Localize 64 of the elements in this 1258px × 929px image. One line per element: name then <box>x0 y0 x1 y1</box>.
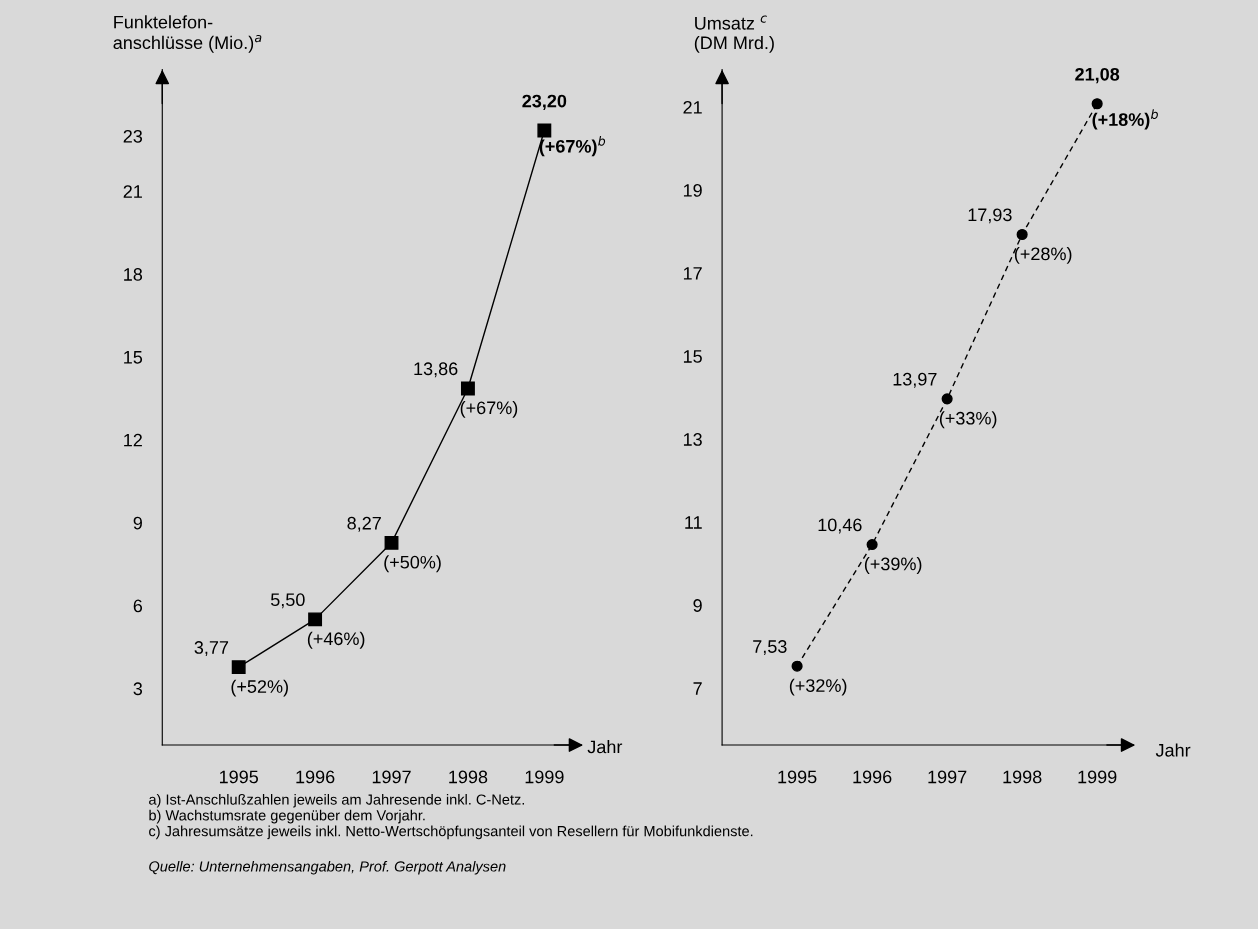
source-note: Quelle: Unternehmensangaben, Prof. Gerpott Analysen <box>149 860 506 875</box>
y-tick-label: 21 <box>683 100 702 114</box>
point <box>384 535 399 550</box>
y-tick-label: 9 <box>133 516 142 530</box>
y-axis-title: Funktelefon- anschlüsse (Mio.)$^{a}$ <box>113 15 262 53</box>
point <box>866 539 878 551</box>
point <box>1091 98 1103 110</box>
y-tick-label: 3 <box>133 682 143 696</box>
point <box>231 660 246 675</box>
y-tick-label: 6 <box>133 599 143 613</box>
y-tick-label: 11 <box>685 516 702 529</box>
y-tick-label: 13 <box>683 433 702 446</box>
annotation: (+28%) <box>1014 246 1072 264</box>
y-tick-label: 23 <box>123 129 143 143</box>
annotation: (+52%) <box>231 679 288 697</box>
annotation: (+18%)$^{b}$ <box>1092 109 1158 130</box>
text: c) Jahresumsätze jeweils inkl. Netto-Wertschöpfungsanteil von Resellern für Mobifunkdienste. <box>149 825 753 840</box>
text: 21,08 <box>1075 67 1120 84</box>
x-tick-label: 1997 <box>928 770 967 784</box>
y-tick-label: 18 <box>124 268 143 281</box>
y-tick-label: 15 <box>124 351 143 364</box>
x-tick-label: 1997 <box>372 770 411 784</box>
x-tick-label: 1995 <box>219 770 259 784</box>
annotation: (+33%) <box>939 411 997 429</box>
y-tick-label: 19 <box>683 183 702 197</box>
point <box>1016 228 1028 241</box>
text: 8,27 <box>347 516 381 532</box>
text: 3,77 <box>194 641 229 656</box>
annotation: (+32%) <box>789 678 847 696</box>
x-tick-label: 1999 <box>1078 770 1117 784</box>
y-tick-label: 17 <box>683 267 702 280</box>
text: 5,50 <box>270 593 305 609</box>
annotation: (+50%) <box>384 555 441 573</box>
point <box>308 612 323 627</box>
point <box>537 123 552 138</box>
y-tick-label: 9 <box>693 599 702 612</box>
x-tick-label: 1996 <box>296 770 335 784</box>
y-tick-label: 7 <box>693 682 702 695</box>
point <box>791 660 803 672</box>
point <box>941 393 953 405</box>
text: a) Ist-Anschlußzahlen jeweils am Jahresende inkl. C-Netz. <box>149 794 524 808</box>
text: 13,97 <box>893 372 937 388</box>
x-axis-title: Jahr <box>587 740 623 754</box>
y-tick-label: 12 <box>124 433 142 447</box>
annotation: (+67%)$^{b}$ <box>539 136 606 157</box>
text: 10,46 <box>818 518 862 534</box>
annotation: (+46%) <box>307 631 365 649</box>
x-tick-label: 1999 <box>525 770 564 784</box>
text: 23,20 <box>522 94 567 111</box>
x-tick-label: 1998 <box>449 770 488 784</box>
text: 13,86 <box>414 362 458 378</box>
annotation: (+39%) <box>864 557 922 574</box>
x-tick-label: 1998 <box>1003 770 1042 784</box>
text: 7,53 <box>753 640 787 656</box>
text: 17,93 <box>968 208 1012 224</box>
x-axis-title: Jahr <box>1155 743 1191 757</box>
x-tick-label: 1996 <box>853 770 892 784</box>
y-axis-title: Umsatz $^{c}$ (DM Mrd.) <box>694 15 774 53</box>
annotation: (+67%) <box>460 400 518 418</box>
y-tick-label: 21 <box>123 185 142 198</box>
point <box>460 381 475 396</box>
x-tick-label: 1995 <box>778 770 817 784</box>
text: b) Wachstumsrate gegenüber dem Vorjahr. <box>149 809 425 824</box>
y-tick-label: 15 <box>683 350 702 363</box>
